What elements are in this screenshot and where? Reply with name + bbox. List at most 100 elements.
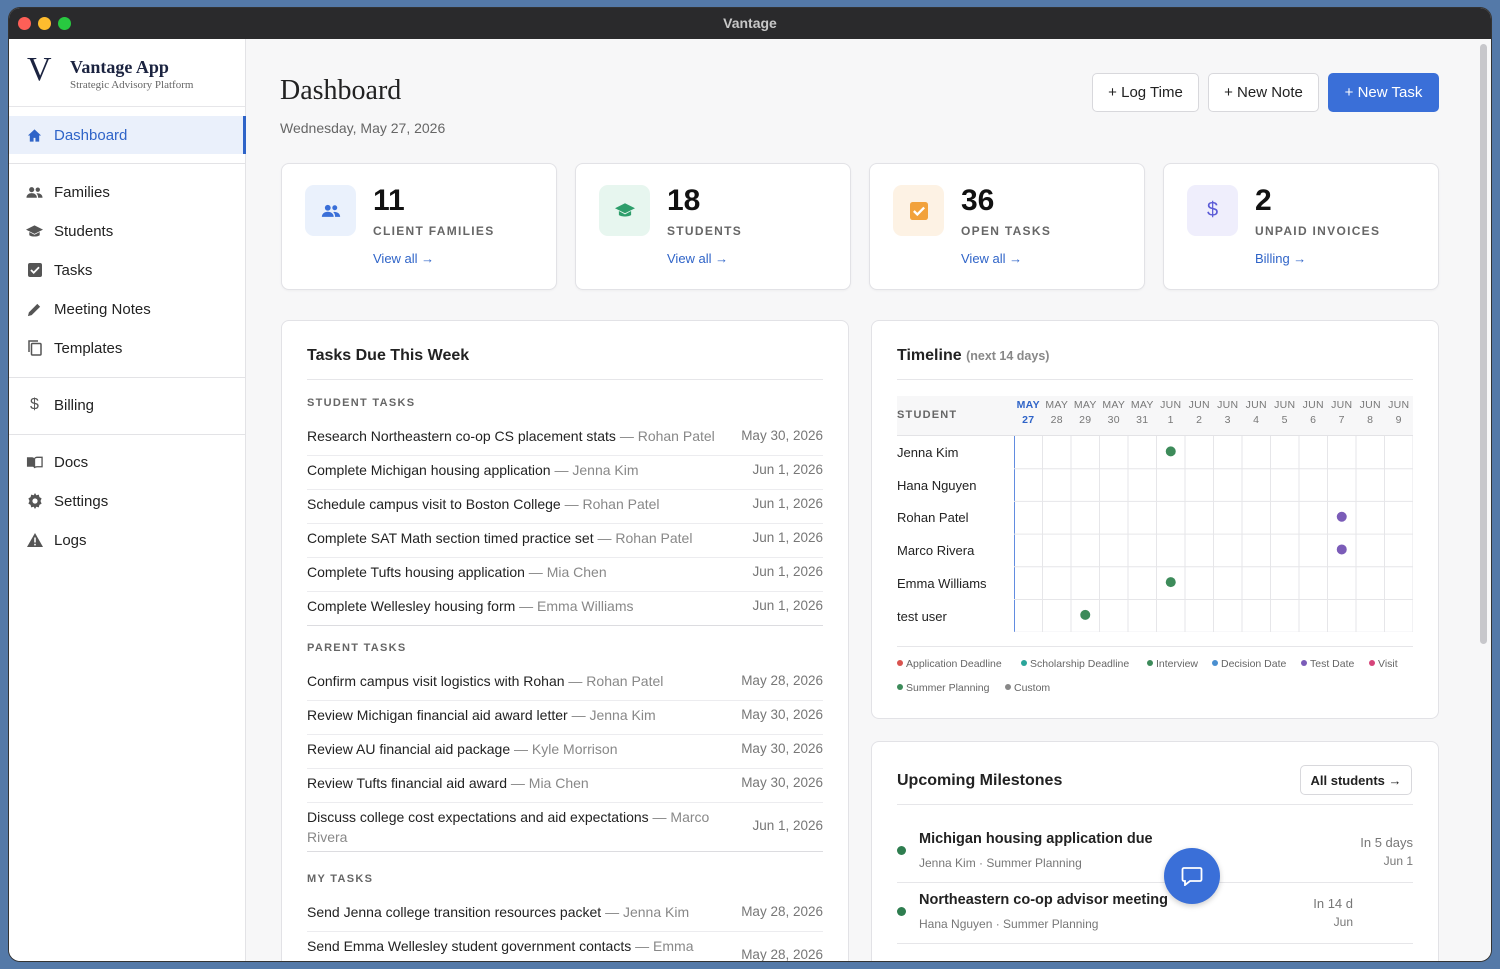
sidebar-item-dashboard[interactable]: Dashboard bbox=[9, 116, 246, 154]
task-row[interactable]: Discuss college cost expectations and ai… bbox=[307, 803, 823, 852]
task-title: Send Emma Wellesley student government c… bbox=[307, 938, 632, 954]
minimize-window-button[interactable] bbox=[38, 17, 51, 30]
task-row[interactable]: Send Jenna college transition resources … bbox=[307, 898, 823, 932]
sidebar: V Vantage App Strategic Advisory Platfor… bbox=[9, 39, 246, 961]
book-icon bbox=[26, 456, 43, 469]
all-students-button[interactable]: All students → bbox=[1300, 765, 1412, 795]
timeline-student-name[interactable]: Marco Rivera bbox=[897, 543, 975, 559]
timeline-day-header: JUN 4 bbox=[1242, 398, 1271, 428]
task-row[interactable]: Schedule campus visit to Boston College … bbox=[307, 490, 823, 524]
billing-link[interactable]: Billing → bbox=[1255, 251, 1307, 266]
task-title: Confirm campus visit logistics with Roha… bbox=[307, 673, 565, 689]
task-row[interactable]: Review Tufts financial aid award — Mia C… bbox=[307, 769, 823, 803]
brand-subtitle: Strategic Advisory Platform bbox=[70, 79, 194, 91]
sidebar-item-meeting-notes[interactable]: Meeting Notes bbox=[9, 290, 246, 328]
timeline-panel: Timeline (next 14 days) STUDENT MAY 27 MAY… bbox=[871, 320, 1439, 719]
timeline-day: 4 bbox=[1253, 414, 1260, 426]
task-row[interactable]: Research Northeastern co-op CS placement… bbox=[307, 422, 823, 456]
view-all-tasks-link[interactable]: View all → bbox=[961, 251, 1023, 266]
milestone-countdown: In 14 d bbox=[1313, 896, 1353, 911]
sidebar-item-label: Docs bbox=[54, 453, 89, 471]
timeline-month: JUN bbox=[1274, 399, 1296, 411]
pencil-icon bbox=[26, 302, 43, 317]
timeline-event-dot[interactable] bbox=[1080, 609, 1091, 620]
timeline-day-header: MAY 28 bbox=[1043, 398, 1072, 428]
task-title: Complete SAT Math section timed practice… bbox=[307, 530, 594, 546]
timeline-student-name[interactable]: Hana Nguyen bbox=[897, 477, 977, 493]
timeline-student-name[interactable]: Jenna Kim bbox=[897, 445, 959, 460]
sidebar-divider bbox=[9, 434, 245, 435]
timeline-student-name[interactable]: Emma Williams bbox=[897, 575, 987, 591]
close-window-button[interactable] bbox=[18, 17, 31, 30]
window-title: Vantage bbox=[723, 15, 777, 31]
sidebar-item-billing[interactable]: $ Billing bbox=[9, 386, 246, 424]
people-icon bbox=[26, 186, 43, 199]
timeline-month: JUN bbox=[1331, 399, 1353, 411]
view-all-students-link[interactable]: View all → bbox=[667, 251, 729, 266]
milestone-title: Northeastern co-op advisor meeting bbox=[919, 892, 1168, 908]
task-row[interactable]: Send Emma Wellesley student government c… bbox=[307, 932, 823, 961]
task-assignee: — Emma Williams bbox=[515, 598, 634, 614]
task-row[interactable]: Confirm campus visit logistics with Roha… bbox=[307, 667, 823, 701]
panel-divider bbox=[897, 804, 1413, 805]
timeline-month: MAY bbox=[1016, 399, 1040, 411]
timeline-event-dot[interactable] bbox=[1336, 544, 1347, 555]
milestone-date: Jun 1 bbox=[1383, 854, 1413, 868]
sidebar-item-templates[interactable]: Templates bbox=[9, 329, 246, 367]
timeline-event-dot[interactable] bbox=[1165, 446, 1176, 457]
sidebar-item-families[interactable]: Families bbox=[9, 173, 246, 211]
sidebar-divider bbox=[9, 163, 245, 164]
legend-label: Interview bbox=[1156, 658, 1199, 670]
sidebar-item-students[interactable]: Students bbox=[9, 212, 246, 250]
timeline-grid bbox=[1014, 436, 1413, 632]
task-title: Complete Michigan housing application bbox=[307, 462, 551, 478]
sidebar-item-logs[interactable]: Logs bbox=[9, 521, 246, 559]
sidebar-item-docs[interactable]: Docs bbox=[9, 443, 246, 481]
task-assignee: — Jenna Kim bbox=[601, 904, 690, 920]
task-row[interactable]: Complete Michigan housing application — … bbox=[307, 456, 823, 490]
view-all-families-link[interactable]: View all → bbox=[373, 251, 435, 266]
new-task-button[interactable]: + New Task bbox=[1328, 73, 1439, 112]
sidebar-item-label: Dashboard bbox=[54, 126, 128, 144]
task-row[interactable]: Complete Wellesley housing form — Emma W… bbox=[307, 592, 823, 626]
brand[interactable]: V Vantage App Strategic Advisory Platfor… bbox=[9, 39, 245, 107]
task-due-date: Jun 1, 2026 bbox=[752, 818, 823, 833]
legend-item: Decision Date bbox=[1212, 658, 1286, 670]
stat-value: 18 bbox=[667, 184, 701, 217]
timeline-event-dot[interactable] bbox=[1336, 511, 1347, 522]
dollar-icon: $ bbox=[1187, 185, 1238, 236]
timeline-event-dot[interactable] bbox=[1165, 577, 1176, 588]
home-icon bbox=[26, 128, 43, 143]
timeline-day-header: JUN 8 bbox=[1356, 398, 1385, 428]
main-scrollbar[interactable] bbox=[1480, 44, 1487, 644]
task-due-date: Jun 1, 2026 bbox=[752, 530, 823, 545]
legend-dot bbox=[1369, 660, 1375, 666]
new-note-button[interactable]: + New Note bbox=[1208, 73, 1319, 112]
chat-button[interactable] bbox=[1164, 848, 1220, 904]
stat-card-tasks: 36 OPEN TASKS View all → bbox=[869, 163, 1145, 290]
timeline-day-header: JUN 9 bbox=[1385, 398, 1414, 428]
task-row[interactable]: Complete SAT Math section timed practice… bbox=[307, 524, 823, 558]
section-label: PARENT TASKS bbox=[307, 642, 407, 654]
legend-dot bbox=[1212, 660, 1218, 666]
task-row[interactable]: Review Michigan financial aid award lett… bbox=[307, 701, 823, 735]
sidebar-item-tasks[interactable]: Tasks bbox=[9, 251, 246, 289]
timeline-student-name[interactable]: Rohan Patel bbox=[897, 510, 969, 526]
main-content: Dashboard Wednesday, May 27, 2026 + Log … bbox=[246, 39, 1491, 961]
sidebar-item-settings[interactable]: Settings bbox=[9, 482, 246, 520]
task-due-date: May 30, 2026 bbox=[741, 775, 823, 790]
milestone-date: Jun bbox=[1333, 915, 1353, 929]
log-time-button[interactable]: + Log Time bbox=[1092, 73, 1199, 112]
sidebar-item-label: Meeting Notes bbox=[54, 300, 151, 318]
timeline-day: 9 bbox=[1395, 414, 1402, 426]
task-row[interactable]: Review AU financial aid package — Kyle M… bbox=[307, 735, 823, 769]
section-label: STUDENT TASKS bbox=[307, 397, 416, 409]
zoom-window-button[interactable] bbox=[58, 17, 71, 30]
timeline-student-name[interactable]: test user bbox=[897, 608, 947, 624]
task-title: Review Tufts financial aid award bbox=[307, 775, 507, 791]
timeline-month: JUN bbox=[1302, 399, 1324, 411]
task-row[interactable]: Complete Tufts housing application — Mia… bbox=[307, 558, 823, 592]
legend-item: Summer Planning bbox=[897, 682, 989, 694]
graduation-cap-icon bbox=[26, 224, 43, 238]
legend-item: Scholarship Deadline bbox=[1021, 658, 1129, 670]
